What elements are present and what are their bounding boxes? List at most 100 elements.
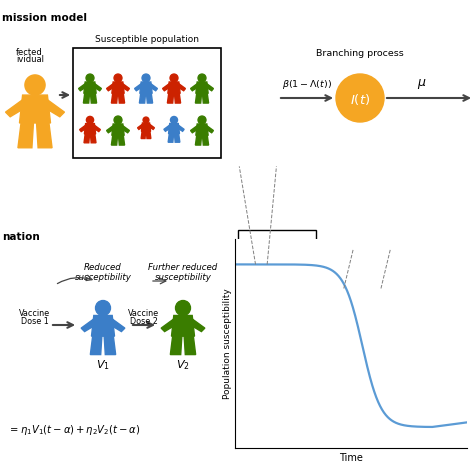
Circle shape <box>175 301 191 316</box>
Polygon shape <box>273 284 277 291</box>
Polygon shape <box>93 125 100 132</box>
Polygon shape <box>304 253 310 258</box>
Polygon shape <box>302 284 307 291</box>
Polygon shape <box>351 307 361 315</box>
Polygon shape <box>359 336 365 341</box>
Polygon shape <box>80 125 87 132</box>
Polygon shape <box>415 336 420 341</box>
Polygon shape <box>277 260 282 267</box>
Polygon shape <box>18 123 34 148</box>
Polygon shape <box>384 343 389 351</box>
Polygon shape <box>255 253 260 258</box>
Polygon shape <box>149 84 157 91</box>
Polygon shape <box>277 284 282 291</box>
Polygon shape <box>380 307 389 315</box>
Polygon shape <box>19 95 51 123</box>
Polygon shape <box>407 315 412 322</box>
Polygon shape <box>359 308 365 313</box>
Circle shape <box>336 74 384 122</box>
Text: Branching process: Branching process <box>316 48 404 57</box>
Polygon shape <box>184 336 196 355</box>
Polygon shape <box>412 315 417 322</box>
Text: $= \eta_1 V_1(t-\alpha) + \eta_2 V_2(t-\alpha)$: $= \eta_1 V_1(t-\alpha) + \eta_2 V_2(t-\… <box>8 423 140 437</box>
Circle shape <box>86 74 94 82</box>
Circle shape <box>96 301 110 316</box>
Polygon shape <box>168 82 180 93</box>
Polygon shape <box>146 131 151 138</box>
Polygon shape <box>112 124 124 136</box>
Circle shape <box>409 301 415 307</box>
Polygon shape <box>375 336 382 341</box>
Polygon shape <box>118 93 125 103</box>
Circle shape <box>142 74 150 82</box>
Text: mission model: mission model <box>2 13 87 23</box>
Polygon shape <box>196 82 208 93</box>
Polygon shape <box>356 343 361 351</box>
Polygon shape <box>415 308 420 313</box>
Text: Dose 2: Dose 2 <box>130 318 158 327</box>
Circle shape <box>249 270 255 276</box>
Text: Vaccine: Vaccine <box>128 309 160 318</box>
Polygon shape <box>191 84 199 91</box>
Text: Dose 1: Dose 1 <box>21 318 49 327</box>
Polygon shape <box>170 336 182 355</box>
Text: Reduced: Reduced <box>84 264 122 273</box>
Polygon shape <box>111 136 118 145</box>
Polygon shape <box>81 319 96 332</box>
Circle shape <box>299 246 305 252</box>
Polygon shape <box>247 260 252 267</box>
Polygon shape <box>280 253 285 258</box>
Text: nation: nation <box>2 232 40 242</box>
Polygon shape <box>247 284 252 291</box>
Polygon shape <box>190 319 205 332</box>
Text: Further reduced: Further reduced <box>148 264 218 273</box>
Polygon shape <box>84 134 90 143</box>
Circle shape <box>409 329 415 335</box>
Circle shape <box>86 117 93 124</box>
Polygon shape <box>412 343 417 351</box>
Polygon shape <box>93 84 101 91</box>
Polygon shape <box>141 123 151 131</box>
Polygon shape <box>202 93 209 103</box>
Text: $V_1$: $V_1$ <box>96 358 110 372</box>
Polygon shape <box>135 84 143 91</box>
Polygon shape <box>161 319 176 332</box>
Circle shape <box>353 329 359 335</box>
Polygon shape <box>104 336 116 355</box>
Polygon shape <box>146 93 153 103</box>
Text: susceptibility: susceptibility <box>155 273 211 282</box>
Polygon shape <box>302 260 307 267</box>
Circle shape <box>198 74 206 82</box>
Polygon shape <box>387 308 392 313</box>
Polygon shape <box>195 136 201 145</box>
Circle shape <box>353 301 359 307</box>
Polygon shape <box>112 82 124 93</box>
Polygon shape <box>380 335 389 343</box>
Polygon shape <box>169 124 180 134</box>
Circle shape <box>274 270 280 276</box>
Polygon shape <box>83 93 90 103</box>
Polygon shape <box>294 277 300 282</box>
Polygon shape <box>255 277 260 282</box>
Polygon shape <box>408 335 417 343</box>
Polygon shape <box>206 126 213 133</box>
Polygon shape <box>139 93 146 103</box>
Polygon shape <box>408 307 417 315</box>
Polygon shape <box>195 93 201 103</box>
Polygon shape <box>297 260 301 267</box>
FancyBboxPatch shape <box>340 283 428 351</box>
Polygon shape <box>387 336 392 341</box>
Polygon shape <box>202 136 209 145</box>
Y-axis label: Population susceptibility: Population susceptibility <box>223 288 232 399</box>
Polygon shape <box>107 84 115 91</box>
Polygon shape <box>379 315 383 322</box>
Polygon shape <box>407 343 412 351</box>
Polygon shape <box>137 124 144 129</box>
Polygon shape <box>121 84 129 91</box>
Polygon shape <box>347 336 354 341</box>
Polygon shape <box>298 276 306 284</box>
Polygon shape <box>347 308 354 313</box>
Polygon shape <box>269 277 274 282</box>
Polygon shape <box>244 253 249 258</box>
Polygon shape <box>107 126 115 133</box>
